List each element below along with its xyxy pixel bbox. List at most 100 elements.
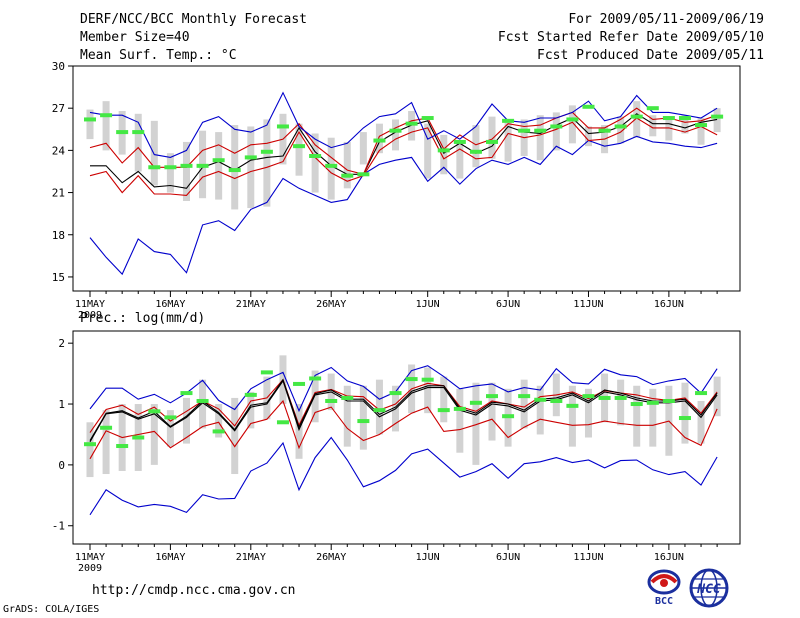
observed-marker <box>116 130 129 135</box>
temperature-plot-frame <box>72 65 741 292</box>
spread-bar <box>584 388 592 438</box>
precip-axis-title: Prec.: log(mm/d) <box>80 311 205 326</box>
observed-marker <box>405 377 418 382</box>
observed-marker <box>357 172 370 177</box>
series-line-min <box>89 135 718 276</box>
spread-bar <box>488 116 496 159</box>
x-tick-label: 11JUN <box>573 299 603 310</box>
observed-marker <box>695 391 708 396</box>
y-tick-label: 1 <box>58 398 65 411</box>
spread-bar <box>166 410 174 447</box>
spread-bar <box>182 397 190 444</box>
spread-bar <box>231 397 239 475</box>
spread-bar <box>424 123 432 179</box>
spread-bar <box>86 109 94 140</box>
observed-marker <box>582 104 595 109</box>
spread-bar <box>295 123 303 176</box>
spread-bar <box>215 404 223 438</box>
spread-bar <box>166 153 174 193</box>
observed-marker <box>196 398 209 403</box>
spread-bar <box>134 113 142 172</box>
observed-marker <box>325 163 338 168</box>
series-line-mean <box>90 113 718 189</box>
observed-marker <box>421 377 434 382</box>
observed-marker <box>695 123 708 128</box>
observed-marker <box>453 406 466 411</box>
x-tick-label: 1JUN <box>416 552 440 563</box>
spread-bar <box>504 119 512 162</box>
observed-marker <box>453 139 466 144</box>
spread-bar <box>392 119 400 151</box>
observed-marker <box>469 149 482 154</box>
observed-marker <box>534 397 547 402</box>
observed-marker <box>276 124 289 129</box>
spread-bar <box>247 126 255 209</box>
observed-marker <box>630 114 643 119</box>
y-tick-label: 15 <box>52 271 65 284</box>
observed-marker <box>662 398 675 403</box>
observed-marker <box>518 394 531 399</box>
spread-bar <box>633 385 641 447</box>
spread-bar <box>617 116 625 144</box>
observed-marker <box>662 116 675 121</box>
observed-marker <box>582 394 595 399</box>
observed-marker <box>486 394 498 399</box>
spread-bar <box>263 119 271 207</box>
observed-marker <box>276 420 289 425</box>
series-line-lower <box>89 399 718 460</box>
variable-label: Mean Surf. Temp.: °C <box>80 48 237 63</box>
spread-bar <box>536 115 544 161</box>
observed-marker <box>502 414 515 419</box>
observed-marker <box>566 117 579 122</box>
observed-marker <box>100 425 113 430</box>
member-size-label: Member Size=40 <box>80 30 190 45</box>
observed-marker <box>180 391 193 396</box>
observed-marker <box>228 168 241 173</box>
year-label: 2009 <box>78 563 102 574</box>
observed-marker <box>566 403 579 408</box>
spread-bar <box>681 382 689 444</box>
series-line-mean <box>89 379 718 443</box>
spread-bar <box>552 112 560 151</box>
observed-marker <box>116 444 129 449</box>
x-tick-label: 26MAY <box>316 299 346 310</box>
observed-marker <box>646 400 659 405</box>
observed-marker <box>341 395 354 400</box>
observed-marker <box>309 376 322 381</box>
fcst-started-date: Fcst Started Refer Date 2009/05/10 <box>497 30 764 45</box>
x-tick-label: 6JUN <box>496 552 520 563</box>
spread-bar <box>231 125 239 210</box>
y-tick-label: 18 <box>52 229 65 242</box>
spread-bar <box>713 376 721 417</box>
y-tick-label: 24 <box>52 144 66 157</box>
observed-marker <box>132 435 145 440</box>
spread-bar <box>215 132 223 200</box>
spread-bar <box>456 140 464 179</box>
observed-marker <box>373 408 386 413</box>
spread-bar <box>375 123 383 154</box>
observed-marker <box>598 395 611 400</box>
observed-marker <box>293 381 306 386</box>
observed-marker <box>84 117 96 122</box>
spread-bar <box>375 379 383 435</box>
spread-bar <box>424 367 432 414</box>
grads-credit: GrADS: COLA/IGES <box>3 604 100 615</box>
spread-bar <box>86 422 94 478</box>
year-label: 2009 <box>78 310 102 321</box>
observed-marker <box>100 113 113 118</box>
spread-bar <box>408 111 416 141</box>
observed-marker <box>148 165 161 170</box>
temperature-panel: 15 18 21 24 27 30 11MAY 16MAY 21MAY 26MAY 1JUN 6JUN… <box>52 60 741 321</box>
observed-marker <box>389 391 402 396</box>
observed-marker <box>260 149 273 154</box>
observed-marker <box>486 139 498 144</box>
x-tick-label: 21MAY <box>236 299 266 310</box>
spread-bar <box>182 141 190 201</box>
observed-marker <box>614 124 627 129</box>
observed-marker <box>212 429 225 434</box>
observed-marker <box>132 130 145 135</box>
observed-marker <box>164 415 177 420</box>
observed-marker <box>373 138 386 143</box>
observed-marker <box>550 398 563 403</box>
x-tick-label: 16MAY <box>155 552 185 563</box>
